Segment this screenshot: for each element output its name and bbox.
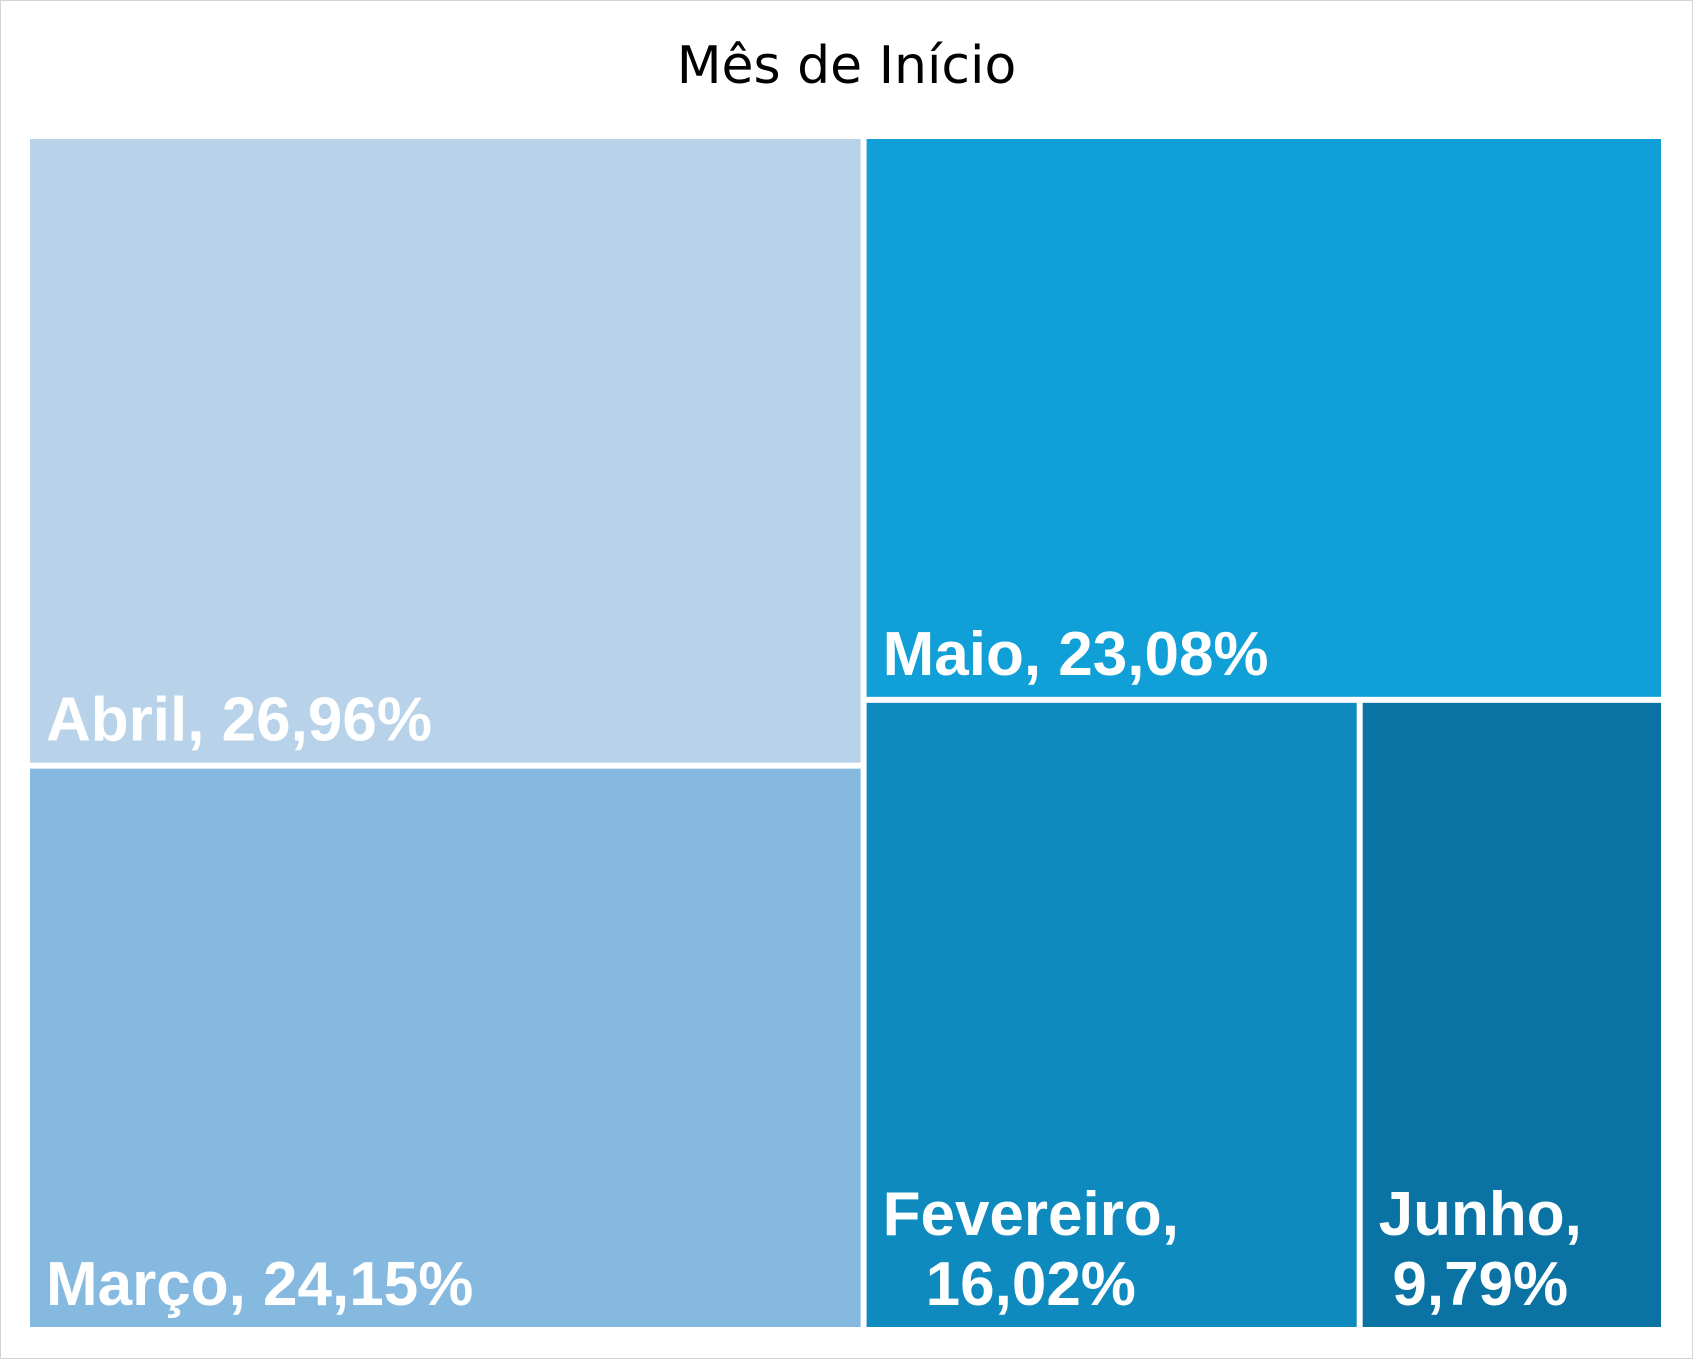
treemap-label-marco: Março, 24,15% <box>46 1250 473 1319</box>
treemap-label-fevereiro: Fevereiro, 16,02% <box>883 1180 1179 1319</box>
chart-title: Mês de Início <box>676 36 1017 96</box>
treemap-label-abril: Abril, 26,96% <box>46 686 432 755</box>
treemap-label-maio: Maio, 23,08% <box>883 620 1269 689</box>
treemap-tile-fevereiro[interactable] <box>866 702 1357 1327</box>
treemap-label-junho: Junho, 9,79% <box>1379 1180 1582 1319</box>
treemap-tile-abril[interactable] <box>30 139 861 763</box>
treemap-tile-maio[interactable] <box>866 139 1661 697</box>
treemap-tile-marco[interactable] <box>30 768 861 1327</box>
treemap-tile-junho[interactable] <box>1362 702 1661 1327</box>
